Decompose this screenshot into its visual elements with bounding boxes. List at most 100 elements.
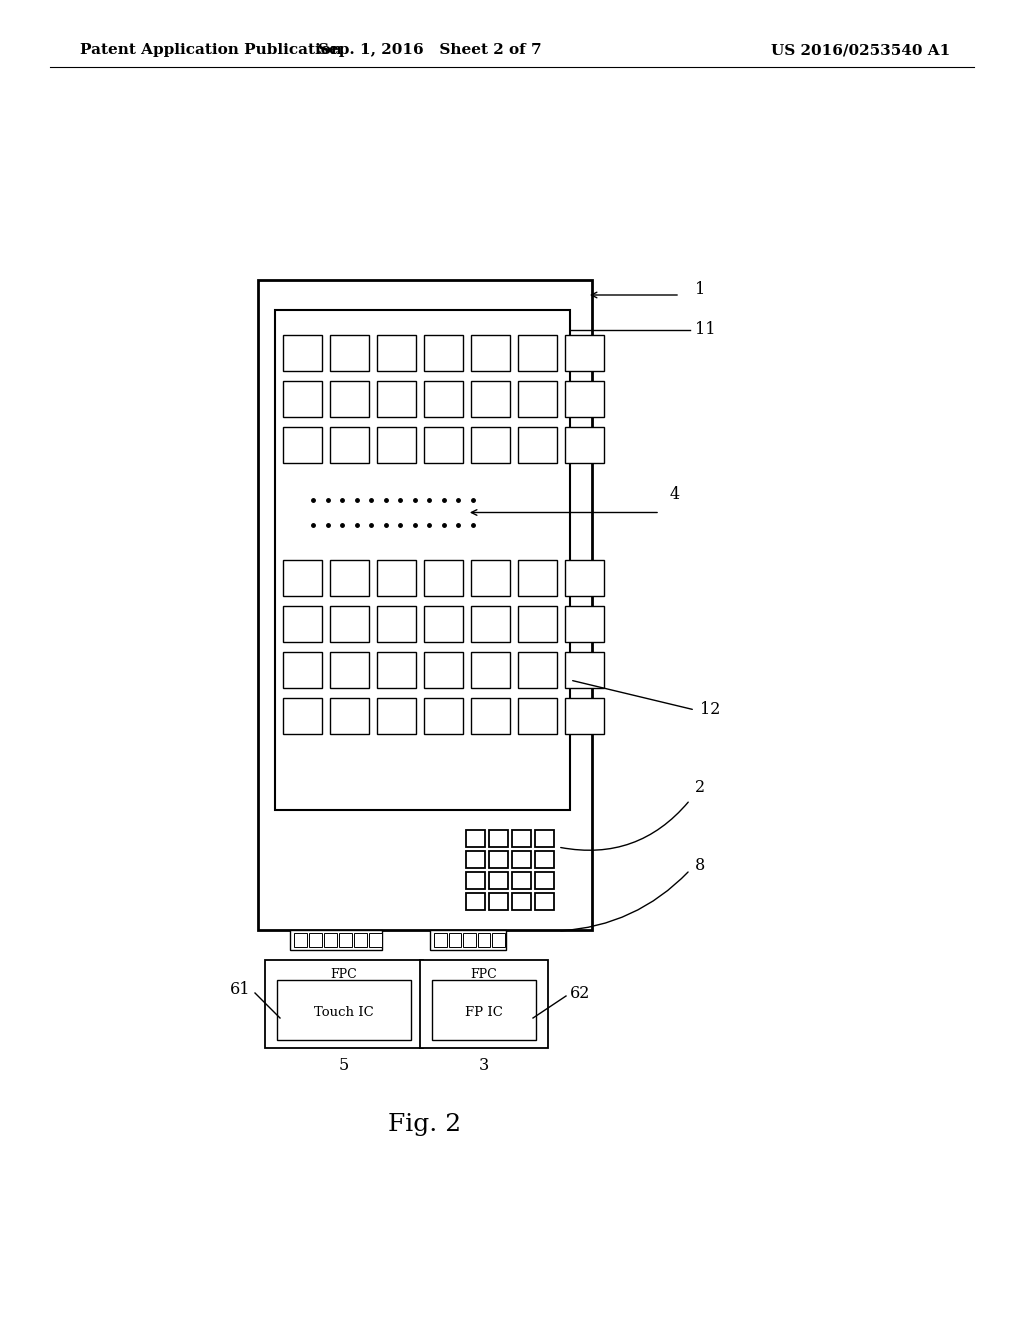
Bar [489, 851, 508, 869]
Bar [535, 830, 554, 847]
Bar [478, 933, 490, 946]
Bar [283, 560, 322, 597]
Bar [489, 894, 508, 909]
Bar [489, 873, 508, 888]
Bar [535, 851, 554, 869]
Text: US 2016/0253540 A1: US 2016/0253540 A1 [771, 44, 950, 57]
Bar [265, 960, 423, 1048]
Bar [471, 381, 510, 417]
Bar [290, 931, 382, 950]
Text: 1: 1 [695, 281, 706, 298]
Bar [377, 381, 416, 417]
Bar [471, 606, 510, 642]
Bar [330, 560, 369, 597]
Bar [309, 933, 322, 946]
Bar [471, 426, 510, 463]
Bar [565, 698, 604, 734]
Bar [424, 426, 463, 463]
Bar [449, 933, 461, 946]
Bar [424, 652, 463, 688]
Text: 8: 8 [695, 857, 706, 874]
Bar [512, 830, 531, 847]
Bar [283, 606, 322, 642]
Bar [466, 851, 485, 869]
Bar [565, 652, 604, 688]
Bar [466, 830, 485, 847]
Bar [369, 933, 382, 946]
Bar [354, 933, 367, 946]
Bar [471, 652, 510, 688]
Bar [339, 933, 352, 946]
Bar [294, 933, 307, 946]
Bar [424, 335, 463, 371]
Bar [518, 652, 557, 688]
Bar [420, 960, 548, 1048]
Text: Sep. 1, 2016   Sheet 2 of 7: Sep. 1, 2016 Sheet 2 of 7 [318, 44, 542, 57]
Text: 4: 4 [670, 486, 680, 503]
Bar [283, 335, 322, 371]
Bar [466, 873, 485, 888]
Text: 61: 61 [229, 982, 250, 998]
Bar [377, 698, 416, 734]
Bar [275, 310, 570, 810]
Bar [324, 933, 337, 946]
Text: FPC: FPC [471, 968, 498, 981]
Bar [466, 894, 485, 909]
Bar [518, 606, 557, 642]
Bar [471, 335, 510, 371]
Bar [377, 560, 416, 597]
Bar [512, 851, 531, 869]
Bar [518, 560, 557, 597]
Bar [424, 381, 463, 417]
Bar [377, 606, 416, 642]
Bar [493, 933, 505, 946]
Bar [330, 335, 369, 371]
Text: 12: 12 [700, 701, 720, 718]
Bar [512, 873, 531, 888]
Text: 5: 5 [339, 1057, 349, 1074]
Text: 2: 2 [695, 780, 706, 796]
Text: Fig. 2: Fig. 2 [388, 1114, 462, 1137]
Bar [424, 698, 463, 734]
Bar [430, 931, 506, 950]
Text: 3: 3 [479, 1057, 489, 1074]
Bar [283, 426, 322, 463]
Bar [424, 560, 463, 597]
Bar [565, 426, 604, 463]
Bar [518, 335, 557, 371]
Bar [565, 335, 604, 371]
Bar [330, 698, 369, 734]
Bar [518, 381, 557, 417]
Bar [432, 979, 536, 1040]
Bar [377, 426, 416, 463]
Bar [330, 381, 369, 417]
Bar [565, 381, 604, 417]
Bar [330, 606, 369, 642]
Text: 11: 11 [695, 322, 716, 338]
Bar [377, 652, 416, 688]
Bar [258, 280, 592, 931]
Bar [330, 426, 369, 463]
Bar [283, 652, 322, 688]
Bar [565, 560, 604, 597]
Text: FPC: FPC [331, 968, 357, 981]
Bar [283, 381, 322, 417]
Bar [512, 894, 531, 909]
Bar [518, 426, 557, 463]
Bar [471, 560, 510, 597]
Text: 62: 62 [570, 985, 591, 1002]
Bar [471, 698, 510, 734]
Bar [424, 606, 463, 642]
Text: FP IC: FP IC [465, 1006, 503, 1019]
Bar [283, 698, 322, 734]
Bar [377, 335, 416, 371]
Bar [278, 979, 411, 1040]
Bar [489, 830, 508, 847]
Bar [463, 933, 476, 946]
Bar [518, 698, 557, 734]
Bar [535, 894, 554, 909]
Bar [434, 933, 446, 946]
Bar [535, 873, 554, 888]
Bar [330, 652, 369, 688]
Text: Touch IC: Touch IC [314, 1006, 374, 1019]
